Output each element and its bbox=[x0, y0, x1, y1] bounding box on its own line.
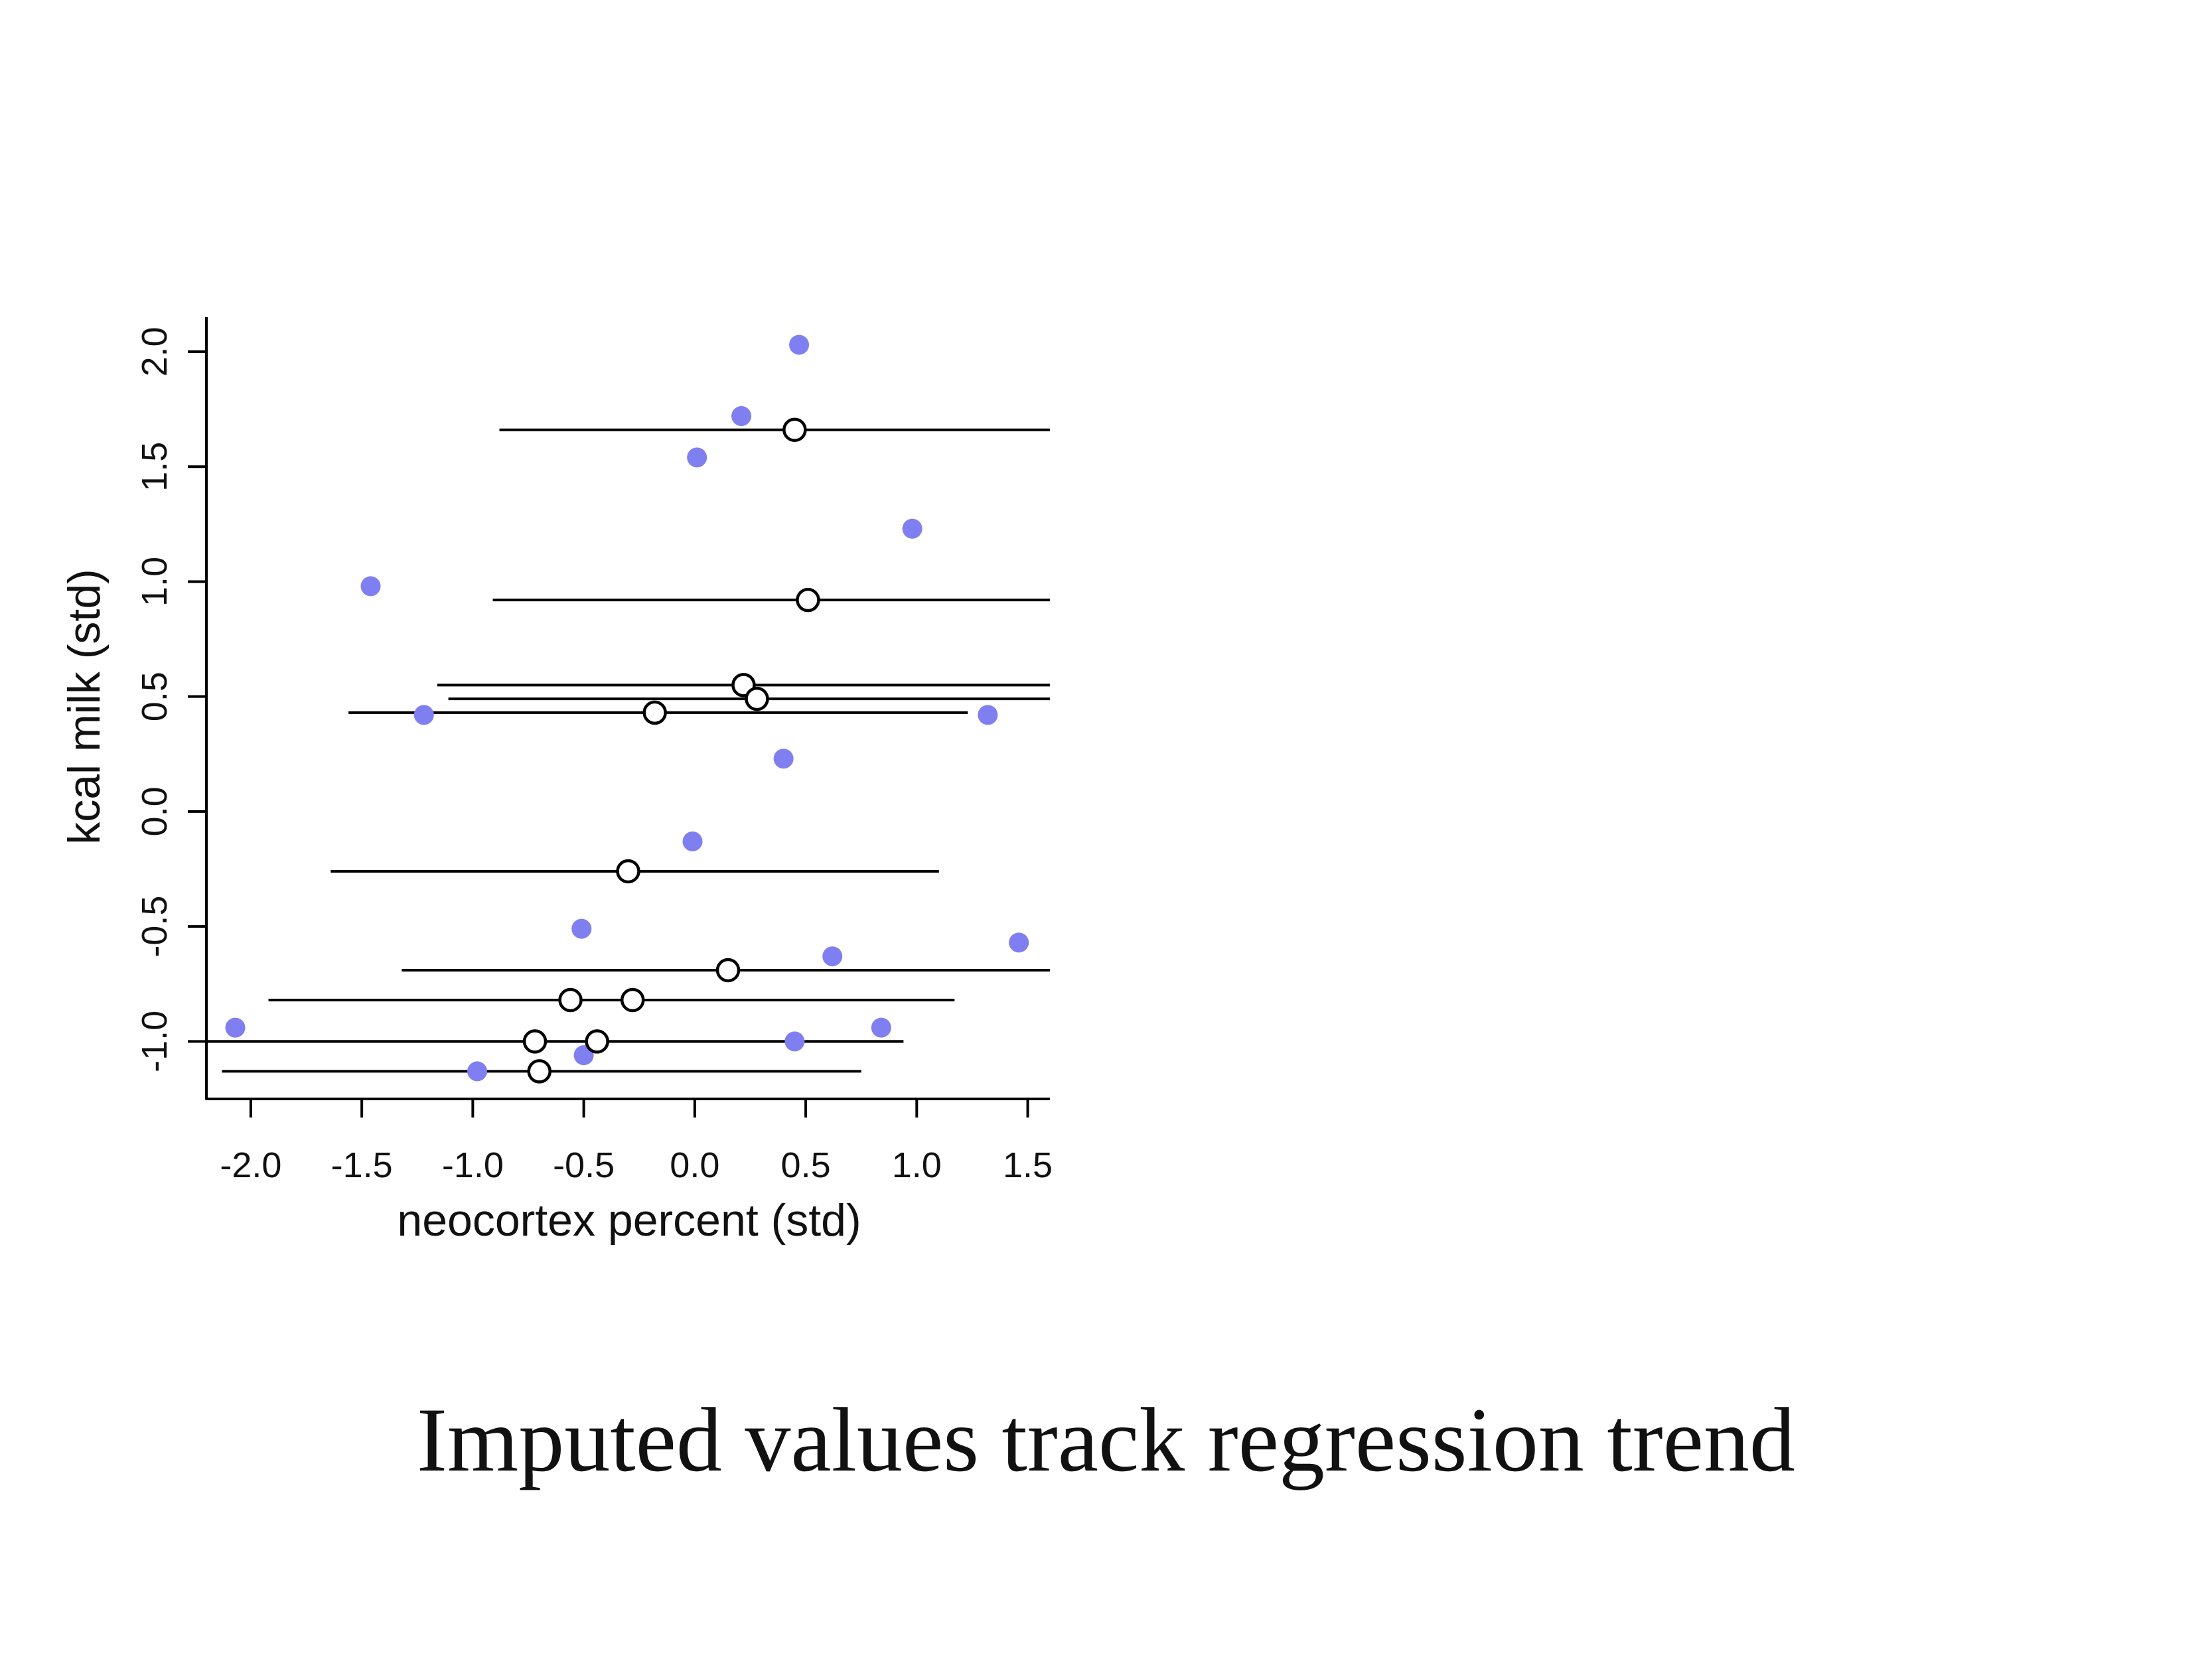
y-tick-label: 0.0 bbox=[135, 786, 175, 836]
y-tick-label: 0.5 bbox=[135, 672, 175, 721]
y-tick-label: 1.0 bbox=[135, 557, 175, 607]
interval-lines bbox=[206, 428, 1050, 1073]
x-tick-label: 0.5 bbox=[781, 1145, 831, 1185]
x-tick-label: 1.0 bbox=[892, 1145, 942, 1185]
observed-point bbox=[1009, 932, 1029, 953]
slide-caption: Imputed values track regression trend bbox=[417, 1389, 1795, 1490]
imputed-point bbox=[715, 958, 741, 983]
y-tick-label: 1.5 bbox=[135, 442, 175, 492]
data-points bbox=[225, 334, 1029, 1084]
observed-point bbox=[978, 705, 998, 725]
x-tick-label: -0.5 bbox=[553, 1145, 615, 1185]
observed-point bbox=[789, 334, 810, 355]
imputed-point bbox=[616, 859, 640, 884]
observed-point bbox=[731, 405, 752, 426]
observed-point bbox=[413, 705, 434, 725]
imputed-point bbox=[796, 587, 820, 613]
y-tick-label: -1.0 bbox=[135, 1011, 175, 1072]
observed-point bbox=[360, 576, 381, 597]
imputed-point bbox=[620, 987, 645, 1013]
observed-point bbox=[225, 1017, 246, 1038]
imputed-point bbox=[522, 1029, 548, 1054]
observed-point bbox=[871, 1017, 891, 1038]
imputed-point bbox=[642, 700, 667, 725]
imputed-point bbox=[745, 686, 769, 711]
observed-point bbox=[573, 1045, 594, 1066]
observed-point bbox=[902, 518, 922, 539]
x-tick-label: -1.5 bbox=[331, 1145, 393, 1185]
observed-point bbox=[571, 918, 592, 939]
x-tick-label: 0.0 bbox=[670, 1145, 719, 1185]
observed-point bbox=[822, 946, 843, 967]
imputed-point bbox=[527, 1059, 552, 1084]
imputed-point bbox=[782, 417, 807, 443]
imputed-point bbox=[558, 987, 583, 1013]
observed-point bbox=[682, 831, 703, 851]
observed-point bbox=[784, 1031, 805, 1052]
y-tick-label: -0.5 bbox=[135, 896, 175, 958]
observed-point bbox=[467, 1061, 488, 1082]
observed-point bbox=[773, 749, 794, 769]
x-tick-label: -1.0 bbox=[442, 1145, 504, 1185]
y-axis-title: kcal milk (std) bbox=[59, 569, 110, 845]
x-axis-title: neocortex percent (std) bbox=[397, 1195, 861, 1246]
x-tick-label: -2.0 bbox=[220, 1145, 281, 1185]
x-tick-label: 1.5 bbox=[1003, 1145, 1053, 1185]
observed-point bbox=[687, 447, 707, 468]
y-tick-label: 2.0 bbox=[135, 326, 175, 376]
imputed-point bbox=[585, 1029, 609, 1054]
axes: -2.0 -1.5 -1.0 -0.5 0.0 0.5 1.0 1.5 -1.0 -0.5 0.0 0… bbox=[135, 317, 1053, 1185]
